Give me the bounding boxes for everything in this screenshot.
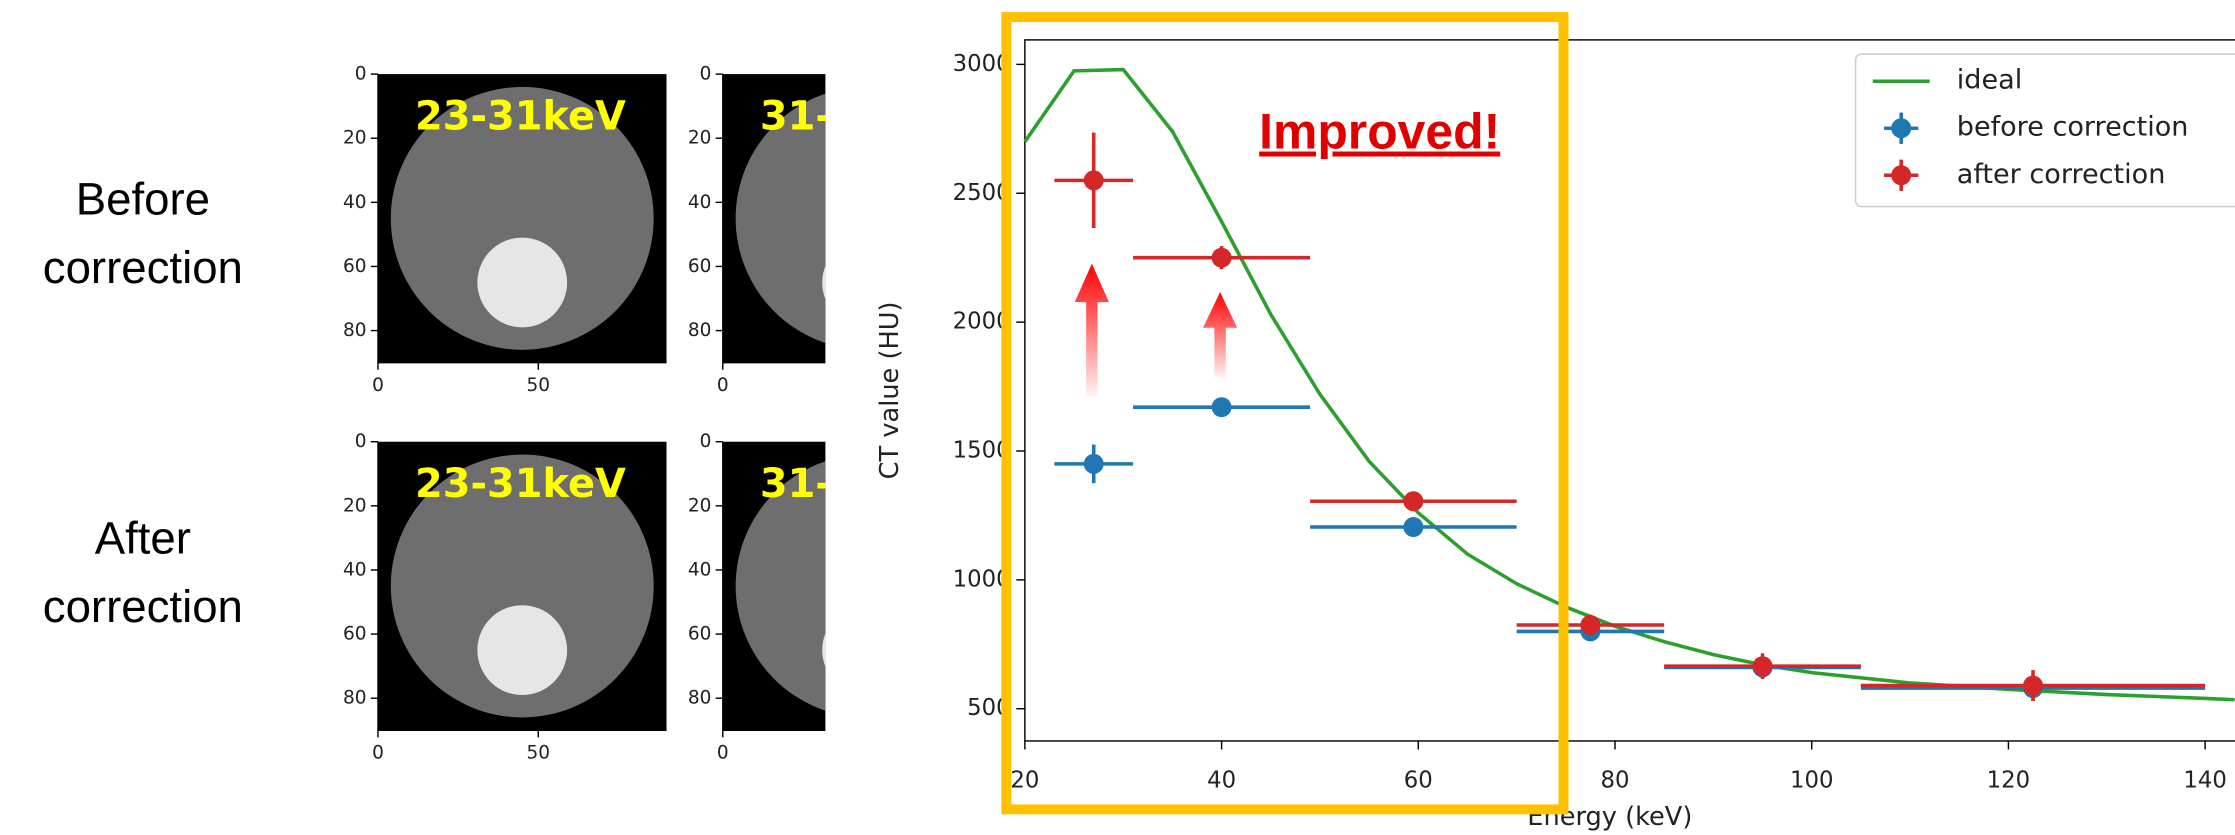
x-tick-label: 0 <box>717 375 729 396</box>
y-tick-label: 0 <box>355 64 367 85</box>
marker <box>1212 397 1232 417</box>
y-tick-label: 80 <box>688 320 712 341</box>
legend-swatch <box>1891 165 1911 185</box>
y-tick-label: 60 <box>343 624 367 645</box>
y-tick-label: 60 <box>343 256 367 277</box>
panel-label: 23-31keV <box>415 461 626 507</box>
y-tick-label: 80 <box>688 688 712 709</box>
marker <box>1403 517 1423 537</box>
annotation: Improved! <box>1259 104 1500 160</box>
figure: 0 20 40 60 80 0 50 23-31keV 0 20 40 60 80 0 31- 0 20 40 60… <box>0 0 2235 835</box>
insert <box>822 605 912 695</box>
y-axis-label: CT value (HU) <box>875 301 905 479</box>
panel-label: 23-31keV <box>415 93 626 139</box>
y-tick-label: 80 <box>343 688 367 709</box>
marker <box>1084 454 1104 474</box>
y-tick-label: 40 <box>343 192 367 213</box>
x-tick-label: 40 <box>1207 767 1236 793</box>
legend-swatch <box>1891 118 1911 138</box>
panel-label: 31- <box>760 461 832 507</box>
marker <box>2023 676 2043 696</box>
panel-label: 31- <box>760 93 832 139</box>
y-tick-label: 80 <box>343 320 367 341</box>
arrow <box>1203 292 1237 377</box>
arrow <box>1075 264 1109 397</box>
x-tick-label: 20 <box>1010 767 1039 793</box>
y-tick-label: 60 <box>688 256 712 277</box>
y-tick-label: 40 <box>343 559 367 580</box>
marker <box>1753 656 1773 676</box>
row-label: correction <box>43 581 243 632</box>
y-tick-label: 20 <box>688 128 712 149</box>
x-tick-label: 0 <box>717 743 729 764</box>
x-tick-label: 50 <box>526 375 550 396</box>
insert <box>477 605 567 695</box>
legend-label: after correction <box>1957 159 2166 190</box>
x-tick-label: 80 <box>1601 767 1630 793</box>
row-label: Before <box>76 173 210 224</box>
row-label: correction <box>43 242 243 293</box>
y-tick-label: 60 <box>688 624 712 645</box>
x-tick-label: 60 <box>1404 767 1433 793</box>
marker <box>1084 170 1104 190</box>
y-tick-label: 40 <box>688 559 712 580</box>
y-tick-label: 20 <box>343 128 367 149</box>
y-tick-label: 0 <box>355 431 367 452</box>
x-tick-label: 0 <box>372 375 384 396</box>
legend-label: ideal <box>1957 65 2022 96</box>
row-label: After <box>95 513 191 564</box>
page: {"row_labels": [["Before", "correction"]… <box>0 0 2235 835</box>
legend-label: before correction <box>1957 112 2189 143</box>
x-tick-label: 0 <box>372 743 384 764</box>
x-tick-label: 140 <box>2183 767 2226 793</box>
marker <box>1580 615 1600 635</box>
x-tick-label: 50 <box>526 743 550 764</box>
y-tick-label: 20 <box>343 495 367 516</box>
y-tick-label: 20 <box>688 495 712 516</box>
marker <box>1212 248 1232 268</box>
image-panels: 0 20 40 60 80 0 50 23-31keV 0 20 40 60 80 0 31- 0 20 40 60… <box>343 64 1011 764</box>
y-tick-label: 0 <box>700 431 712 452</box>
y-tick-label: 40 <box>688 192 712 213</box>
insert <box>477 238 567 328</box>
marker <box>1403 491 1423 511</box>
x-tick-label: 120 <box>1987 767 2030 793</box>
y-tick-label: 0 <box>700 64 712 85</box>
x-tick-label: 100 <box>1790 767 1833 793</box>
